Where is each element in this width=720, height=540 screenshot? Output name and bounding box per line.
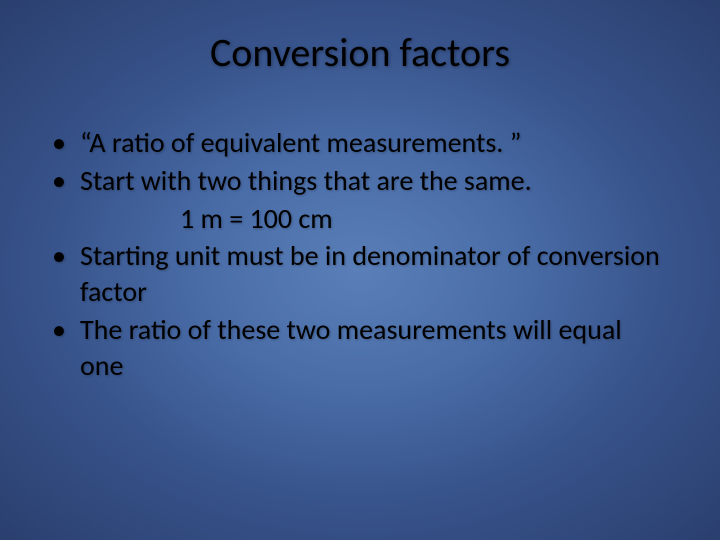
bullet-text: “A ratio of equivalent measurements. ” [80,125,670,161]
bullet-icon: • [50,163,80,199]
bullet-subtext: 1 m = 100 cm [50,201,670,237]
bullet-item: • The ratio of these two measurements wi… [50,312,670,384]
bullet-text: Start with two things that are the same. [80,163,670,199]
bullet-icon: • [50,125,80,161]
bullet-item: • Starting unit must be in denominator o… [50,238,670,310]
bullet-item: • “A ratio of equivalent measurements. ” [50,125,670,161]
bullet-text: Starting unit must be in denominator of … [80,238,670,310]
bullet-icon: • [50,312,80,348]
bullet-item: • Start with two things that are the sam… [50,163,670,199]
slide-content: • “A ratio of equivalent measurements. ”… [50,125,670,384]
slide: Conversion factors • “A ratio of equival… [0,0,720,540]
bullet-icon: • [50,238,80,274]
slide-title: Conversion factors [50,28,670,77]
bullet-text: The ratio of these two measurements will… [80,312,670,384]
